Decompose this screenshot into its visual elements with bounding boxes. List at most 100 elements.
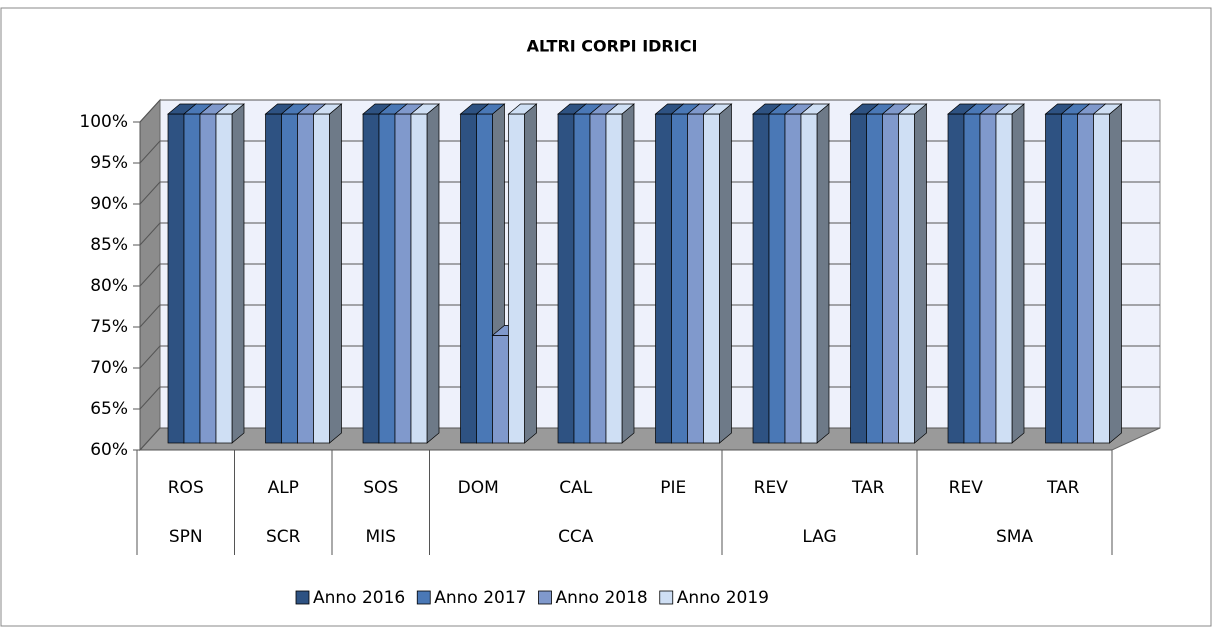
bar xyxy=(963,113,981,444)
x-tick-label: REV xyxy=(949,478,984,498)
x-tick-label: TAR xyxy=(1046,478,1080,498)
bar xyxy=(460,113,477,444)
bar-top xyxy=(215,103,245,115)
bar xyxy=(362,113,380,444)
y-tick-label: 85% xyxy=(90,235,128,255)
group-label: SMA xyxy=(996,527,1033,547)
bar xyxy=(979,113,997,444)
group-label: SCR xyxy=(266,527,301,547)
bar-side xyxy=(719,103,732,444)
bar-side xyxy=(231,103,245,444)
bar xyxy=(1077,113,1094,444)
legend-swatch xyxy=(538,590,552,605)
group-label: LAG xyxy=(802,527,836,547)
grid-line xyxy=(139,263,161,287)
bar-side xyxy=(329,103,342,444)
bar-side xyxy=(621,103,635,444)
bar xyxy=(866,113,883,444)
y-tick-label: 100% xyxy=(79,112,128,132)
grid-line xyxy=(139,345,161,369)
y-tick-label: 60% xyxy=(90,440,128,460)
bar-side xyxy=(914,103,927,444)
grid-line xyxy=(139,304,161,328)
legend-swatch xyxy=(295,590,310,605)
y-tick-label: 65% xyxy=(90,399,128,419)
group-label: CCA xyxy=(558,527,594,547)
bar xyxy=(671,113,688,444)
bar xyxy=(850,113,867,444)
bar-top xyxy=(475,103,506,115)
bar-top xyxy=(897,103,928,115)
x-tick-label: CAL xyxy=(559,478,592,498)
legend-label: Anno 2019 xyxy=(677,588,769,608)
bar xyxy=(199,113,217,444)
bar xyxy=(183,113,201,444)
bar xyxy=(167,113,185,444)
x-tick-label: PIE xyxy=(660,478,686,498)
legend-label: Anno 2017 xyxy=(434,588,526,608)
bar-top xyxy=(1092,103,1123,115)
y-tick-label: 80% xyxy=(90,276,128,296)
grid-line xyxy=(139,140,161,164)
bar-side xyxy=(1109,103,1122,444)
legend-swatch xyxy=(416,590,431,605)
y-tick-label: 95% xyxy=(90,153,128,173)
bar xyxy=(1061,113,1078,444)
bar-side xyxy=(816,103,830,444)
bar xyxy=(410,113,428,444)
bar xyxy=(605,113,623,444)
x-tick-label: ROS xyxy=(168,478,204,498)
bar-top xyxy=(410,103,440,115)
group-label: MIS xyxy=(366,527,396,547)
x-tick-label: REV xyxy=(754,478,789,498)
bar-top xyxy=(507,103,538,115)
legend-swatch xyxy=(659,590,674,605)
bar xyxy=(752,113,770,444)
bar xyxy=(492,335,509,444)
group-label: SPN xyxy=(169,527,203,547)
bar xyxy=(589,113,607,444)
bar xyxy=(800,113,818,444)
bar xyxy=(281,113,298,444)
y-tick-label: 75% xyxy=(90,317,128,337)
bar xyxy=(1045,113,1062,444)
bar-side xyxy=(1011,103,1025,444)
bar xyxy=(768,113,786,444)
bar xyxy=(784,113,802,444)
bar xyxy=(378,113,396,444)
bar xyxy=(508,113,525,444)
legend-label: Anno 2016 xyxy=(313,588,405,608)
y-tick-label: 70% xyxy=(90,358,128,378)
legend-label: Anno 2018 xyxy=(556,588,648,608)
bar xyxy=(1093,113,1110,444)
bar-top xyxy=(800,103,830,115)
bar-top xyxy=(312,103,343,115)
bar xyxy=(476,113,493,444)
bar xyxy=(947,113,965,444)
bar-top xyxy=(605,103,635,115)
bar xyxy=(215,113,233,444)
bar xyxy=(655,113,672,444)
bar xyxy=(882,113,899,444)
x-tick-label: TAR xyxy=(851,478,885,498)
bar xyxy=(265,113,282,444)
grid-line xyxy=(139,99,161,123)
bar xyxy=(687,113,704,444)
grid-line xyxy=(139,222,161,246)
bar-side xyxy=(524,103,537,444)
x-tick-label: DOM xyxy=(458,478,499,498)
x-tick-label: ALP xyxy=(268,478,299,498)
grid-line xyxy=(139,181,161,205)
bar xyxy=(557,113,575,444)
bar xyxy=(573,113,591,444)
y-tick-label: 90% xyxy=(90,194,128,214)
bar xyxy=(995,113,1013,444)
grid-line xyxy=(139,427,161,451)
x-tick-label: SOS xyxy=(363,478,398,498)
bar xyxy=(297,113,314,444)
grid-line xyxy=(139,386,161,410)
bar xyxy=(394,113,412,444)
bar xyxy=(703,113,720,444)
bar-side xyxy=(426,103,440,444)
chart-title: ALTRI CORPI IDRICI xyxy=(527,37,698,56)
